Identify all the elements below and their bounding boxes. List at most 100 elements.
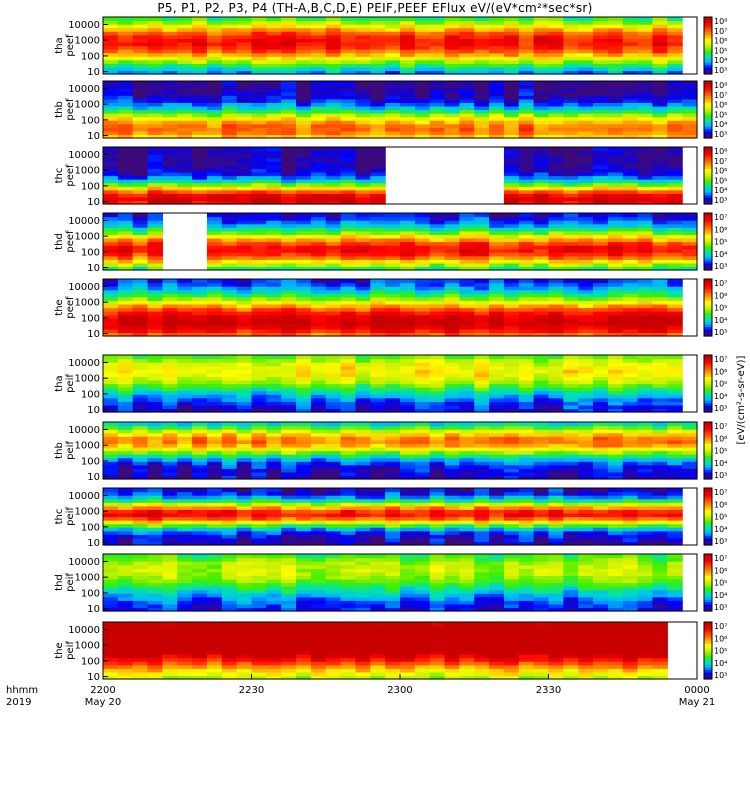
heatmap-cell bbox=[578, 227, 594, 232]
heatmap-cell bbox=[503, 311, 520, 316]
heatmap-cell bbox=[147, 84, 163, 89]
colorbar-segment bbox=[704, 426, 712, 430]
heatmap-cell bbox=[147, 216, 163, 221]
heatmap-cell bbox=[162, 130, 178, 136]
heatmap-cell bbox=[400, 491, 416, 496]
heatmap-cell bbox=[117, 537, 134, 543]
heatmap-cell bbox=[355, 282, 371, 287]
heatmap-cell bbox=[385, 332, 401, 337]
heatmap-cell bbox=[117, 401, 134, 406]
heatmap-cell bbox=[236, 376, 253, 381]
heatmap-cell bbox=[503, 358, 520, 363]
heatmap-cell bbox=[370, 318, 386, 323]
heatmap-cell bbox=[667, 245, 683, 250]
colorbar-tick-label: 10⁴ bbox=[714, 56, 727, 65]
heatmap-cell bbox=[652, 443, 668, 448]
heatmap-cell bbox=[236, 498, 253, 503]
heatmap-cell bbox=[206, 537, 223, 543]
heatmap-cell bbox=[310, 397, 327, 402]
heatmap-cell bbox=[682, 220, 698, 225]
heatmap-cell bbox=[548, 88, 564, 93]
heatmap-cell bbox=[459, 464, 475, 469]
heatmap-cell bbox=[400, 325, 416, 330]
heatmap-cell bbox=[444, 95, 460, 100]
heatmap-cell bbox=[444, 102, 460, 107]
heatmap-cell bbox=[474, 443, 490, 448]
heatmap-cell bbox=[192, 468, 208, 473]
heatmap-cell bbox=[578, 186, 594, 191]
heatmap-cell bbox=[370, 401, 386, 406]
heatmap-cell bbox=[459, 530, 475, 535]
heatmap-cell bbox=[385, 429, 401, 434]
heatmap-cell bbox=[266, 252, 282, 257]
heatmap-cell bbox=[132, 376, 149, 381]
heatmap-cell bbox=[117, 530, 134, 535]
heatmap-cell bbox=[518, 523, 535, 528]
heatmap-cell bbox=[281, 537, 297, 543]
heatmap-cell bbox=[578, 157, 594, 162]
heatmap-cell bbox=[103, 457, 119, 462]
heatmap-cell bbox=[355, 248, 371, 253]
heatmap-cell bbox=[340, 34, 357, 39]
heatmap-cell bbox=[622, 279, 639, 284]
heatmap-cell bbox=[414, 45, 431, 50]
heatmap-cell bbox=[147, 95, 163, 100]
heatmap-cell bbox=[206, 52, 223, 57]
heatmap-cell bbox=[310, 318, 327, 323]
colorbar-segment bbox=[704, 40, 712, 44]
heatmap-cell bbox=[503, 38, 520, 43]
heatmap-cell bbox=[355, 358, 371, 363]
heatmap-cell bbox=[340, 230, 357, 235]
heatmap-cell bbox=[132, 457, 149, 462]
heatmap-cell bbox=[607, 241, 624, 246]
heatmap-cell bbox=[355, 502, 371, 507]
colorbar-segment bbox=[704, 55, 712, 58]
heatmap-cell bbox=[281, 88, 297, 93]
heatmap-cell bbox=[251, 358, 267, 363]
heatmap-cell bbox=[147, 196, 163, 202]
heatmap-cell bbox=[637, 168, 654, 173]
heatmap-cell bbox=[652, 259, 668, 264]
heatmap-cell bbox=[622, 154, 639, 159]
heatmap-cell bbox=[221, 408, 238, 413]
heatmap-cell bbox=[162, 376, 178, 381]
heatmap-cell bbox=[325, 84, 342, 89]
heatmap-cell bbox=[162, 534, 178, 539]
heatmap-cell bbox=[637, 321, 654, 326]
heatmap-cell bbox=[578, 307, 594, 312]
colorbar-segment bbox=[704, 234, 712, 238]
heatmap-cell bbox=[296, 59, 312, 64]
heatmap-cell bbox=[266, 512, 282, 518]
heatmap-cell bbox=[503, 41, 520, 47]
heatmap-cell bbox=[147, 81, 163, 86]
heatmap-cell bbox=[251, 147, 267, 152]
heatmap-cell bbox=[429, 91, 446, 96]
heatmap-cell bbox=[147, 516, 163, 521]
heatmap-cell bbox=[251, 252, 267, 257]
heatmap-cell bbox=[429, 262, 446, 268]
heatmap-cell bbox=[503, 24, 520, 29]
heatmap-cell bbox=[192, 84, 208, 89]
heatmap-cell bbox=[533, 52, 550, 57]
heatmap-cell bbox=[192, 123, 208, 128]
heatmap-cell bbox=[192, 530, 208, 535]
heatmap-cell bbox=[206, 471, 223, 477]
heatmap-cell bbox=[162, 116, 178, 121]
heatmap-cell bbox=[355, 45, 371, 50]
heatmap-cell bbox=[281, 502, 297, 507]
heatmap-cell bbox=[355, 234, 371, 239]
heatmap-cell bbox=[340, 255, 357, 260]
heatmap-cell bbox=[489, 432, 505, 437]
heatmap-cell bbox=[593, 59, 609, 64]
heatmap-cell bbox=[414, 512, 431, 518]
heatmap-cell bbox=[103, 182, 119, 187]
heatmap-cell bbox=[221, 355, 238, 360]
heatmap-cell bbox=[370, 223, 386, 228]
heatmap-cell bbox=[400, 259, 416, 264]
heatmap-cell bbox=[221, 56, 238, 61]
heatmap-cell bbox=[221, 394, 238, 399]
heatmap-cell bbox=[400, 109, 416, 114]
heatmap-cell bbox=[221, 186, 238, 191]
heatmap-cell bbox=[444, 88, 460, 93]
heatmap-cell bbox=[340, 523, 357, 528]
